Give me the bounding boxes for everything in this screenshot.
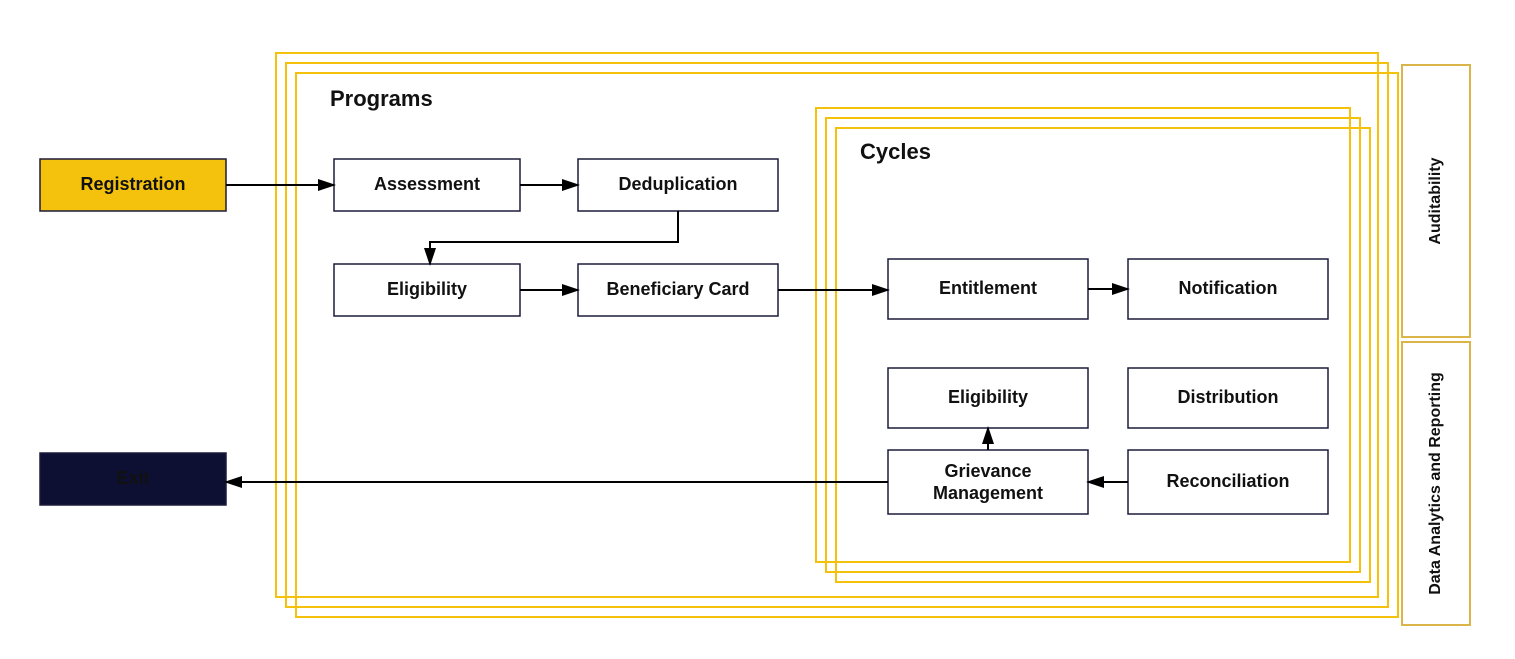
node-eligibility_c-label: Eligibility (948, 387, 1028, 407)
diagram-root: Programs Cycles Auditability Data Analytics… (0, 0, 1515, 659)
node-reconciliation-label: Reconciliation (1166, 471, 1289, 491)
node-beneficiary: Beneficiary Card (578, 264, 778, 316)
node-registration-label: Registration (80, 174, 185, 194)
node-eligibility_c: Eligibility (888, 368, 1088, 428)
node-exit: Exit (40, 453, 226, 505)
side-panel-auditability: Auditability (1402, 65, 1470, 337)
cycles-title: Cycles (860, 139, 931, 164)
node-eligibility_p: Eligibility (334, 264, 520, 316)
node-distribution-label: Distribution (1178, 387, 1279, 407)
node-notification-label: Notification (1179, 278, 1278, 298)
node-assessment-label: Assessment (374, 174, 480, 194)
node-grievance: GrievanceManagement (888, 450, 1088, 514)
node-entitlement: Entitlement (888, 259, 1088, 319)
node-notification: Notification (1128, 259, 1328, 319)
node-grievance-label-2: Management (933, 483, 1043, 503)
node-grievance-label-1: Grievance (944, 461, 1031, 481)
node-entitlement-label: Entitlement (939, 278, 1037, 298)
node-registration: Registration (40, 159, 226, 211)
programs-title: Programs (330, 86, 433, 111)
node-deduplication: Deduplication (578, 159, 778, 211)
node-exit-label: Exit (116, 468, 149, 488)
side-label-analytics: Data Analytics and Reporting (1427, 372, 1444, 595)
side-label-auditability: Auditability (1427, 157, 1444, 244)
node-beneficiary-label: Beneficiary Card (606, 279, 749, 299)
node-reconciliation: Reconciliation (1128, 450, 1328, 514)
side-panel-analytics: Data Analytics and Reporting (1402, 342, 1470, 625)
flow-diagram: Programs Cycles Auditability Data Analytics… (0, 0, 1515, 659)
node-distribution: Distribution (1128, 368, 1328, 428)
node-assessment: Assessment (334, 159, 520, 211)
node-eligibility_p-label: Eligibility (387, 279, 467, 299)
canvas-bg (0, 0, 1515, 659)
node-deduplication-label: Deduplication (618, 174, 737, 194)
